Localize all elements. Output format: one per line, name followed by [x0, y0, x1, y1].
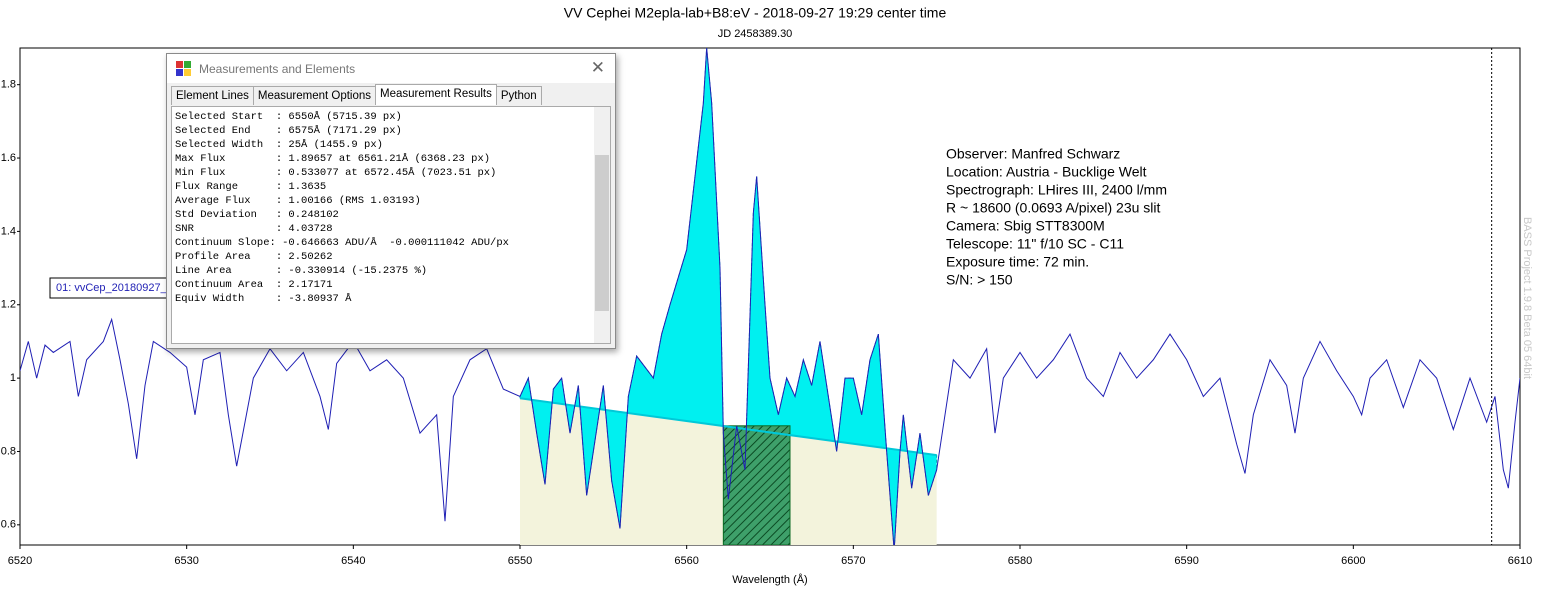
observer-info: Location: Austria - Bucklige Welt	[946, 164, 1147, 180]
x-axis-label: Wavelength (Å)	[732, 573, 807, 586]
y-tick-label: 1	[10, 372, 16, 384]
result-line: Selected Width : 25Å (1455.9 px)	[175, 139, 383, 151]
title-bar: Measurements and Elements ✕	[167, 54, 615, 83]
observer-info: Observer: Manfred Schwarz	[946, 146, 1120, 162]
scrollbar[interactable]	[594, 107, 610, 343]
legend-label: 01: vvCep_20180927_M	[56, 282, 176, 294]
result-line: Selected Start : 6550Å (5715.39 px)	[175, 111, 402, 123]
results-text: Selected Start : 6550Å (5715.39 px) Selec…	[172, 107, 610, 306]
result-line: Continuum Area : 2.17171	[175, 279, 333, 291]
y-tick-label: 1.2	[1, 299, 16, 311]
x-tick-label: 6560	[674, 555, 698, 567]
x-tick-label: 6540	[341, 555, 365, 567]
result-line: Std Deviation : 0.248102	[175, 209, 339, 221]
x-tick-label: 6590	[1174, 555, 1198, 567]
watermark: BASS Project 1.9.8 Beta 05 64bit	[1521, 217, 1533, 379]
result-line: Average Flux : 1.00166 (RMS 1.03193)	[175, 195, 421, 207]
hatched-area	[722, 425, 791, 545]
x-tick-label: 6580	[1008, 555, 1032, 567]
spectrum-line	[20, 48, 1520, 545]
dialog[interactable]: Measurements and Elements ✕ Element Line…	[166, 53, 616, 349]
observer-info: Exposure time: 72 min.	[946, 254, 1089, 270]
x-tick-label: 6600	[1341, 555, 1365, 567]
result-line: Min Flux : 0.533077 at 6572.45Å (7023.51…	[175, 167, 497, 179]
tab[interactable]: Element Lines	[171, 86, 254, 105]
result-line: SNR : 4.03728	[175, 223, 333, 235]
y-tick-label: 0.6	[1, 519, 16, 531]
y-tick-label: 1.8	[1, 79, 16, 91]
observer-info: Telescope: 11" f/10 SC - C11	[946, 236, 1124, 252]
x-tick-label: 6520	[8, 555, 32, 567]
x-tick-label: 6570	[841, 555, 865, 567]
result-line: Flux Range : 1.3635	[175, 181, 327, 193]
tab[interactable]: Measurement Options	[252, 86, 377, 105]
observer-info: Camera: Sbig STT8300M	[946, 218, 1105, 234]
tabs: Element Lines Measurement Options Measur…	[171, 84, 542, 105]
results-box: Selected Start : 6550Å (5715.39 px) Selec…	[171, 106, 611, 344]
result-line: Profile Area : 2.50262	[175, 251, 333, 263]
result-line: Equiv Width : -3.80937 Å	[175, 293, 352, 305]
tab-active[interactable]: Measurement Results	[375, 84, 497, 105]
observer-info: Spectrograph: LHires III, 2400 l/mm	[946, 182, 1167, 198]
y-tick-label: 1.4	[1, 225, 16, 237]
y-tick-label: 1.6	[1, 152, 16, 164]
result-line: Continuum Slope: -0.646663 ADU/Å -0.0001…	[175, 237, 509, 249]
result-line: Selected End : 6575Å (7171.29 px)	[175, 125, 402, 137]
scroll-thumb[interactable]	[595, 155, 609, 311]
chart-title: VV Cephei M2epla-lab+B8:eV - 2018-09-27 …	[564, 5, 947, 21]
x-tick-label: 6530	[174, 555, 198, 567]
app-icon	[176, 61, 191, 76]
x-tick-label: 6610	[1508, 555, 1532, 567]
result-line: Max Flux : 1.89657 at 6561.21Å (6368.23 …	[175, 153, 491, 165]
continuum-line	[519, 397, 937, 457]
y-tick-label: 0.8	[1, 445, 16, 457]
result-line: Line Area : -0.330914 (-15.2375 %)	[175, 265, 428, 277]
observer-info: R ~ 18600 (0.0693 A/pixel) 23u slit	[946, 200, 1161, 216]
dialog-title: Measurements and Elements	[199, 62, 356, 76]
chart-subtitle: JD 2458389.30	[718, 28, 793, 40]
observer-info: S/N: > 150	[946, 272, 1013, 288]
tab[interactable]: Python	[495, 86, 542, 105]
x-tick-label: 6550	[508, 555, 532, 567]
close-button[interactable]: ✕	[590, 58, 605, 77]
